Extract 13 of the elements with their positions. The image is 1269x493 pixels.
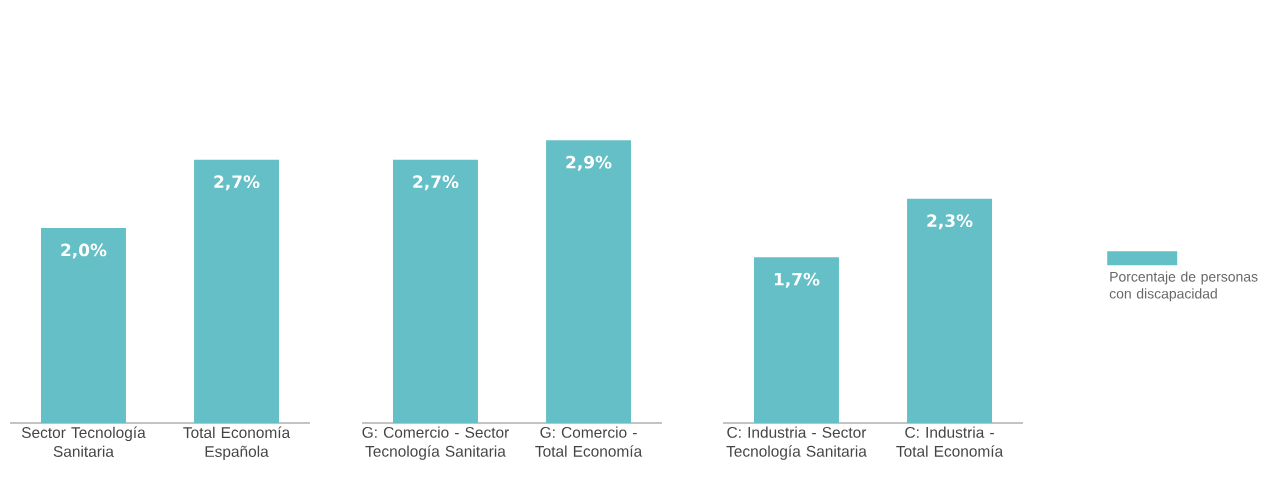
x-tick-label: C: Industria - Total Economía <box>896 426 1004 457</box>
data-label: 1,7% <box>774 272 820 288</box>
text: Porcentaje de personas con discapacidad <box>1109 271 1258 302</box>
x-tick-label: G: Comercio - Sector Tecnología Sanitaria <box>362 426 509 460</box>
data-label: 2,0% <box>61 243 107 259</box>
x-tick-label: C: Industria - Sector Tecnología Sanitaria <box>726 426 867 460</box>
x-tick-label: Total Economía Española <box>183 426 291 461</box>
data-label: 2,3% <box>927 214 973 230</box>
data-label: 2,7% <box>214 175 260 191</box>
x-tick-label: G: Comercio - Total Economía <box>535 426 643 457</box>
x-tick-label: Sector Tecnología Sanitaria <box>21 426 146 457</box>
data-label: 2,7% <box>413 175 459 191</box>
data-label: 2,9% <box>566 155 612 171</box>
